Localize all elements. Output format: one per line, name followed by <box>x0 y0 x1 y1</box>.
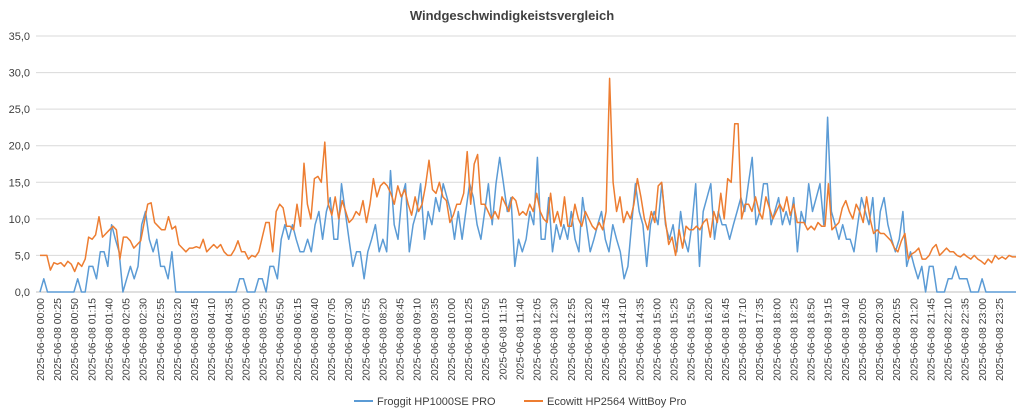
x-tick-label: 2025-06-08 18:50 <box>806 298 818 381</box>
x-tick-label: 2025-06-08 00:25 <box>52 298 64 381</box>
x-tick-label: 2025-06-08 19:40 <box>840 298 852 381</box>
x-tick-label: 2025-06-08 00:50 <box>69 298 81 381</box>
x-tick-label: 2025-06-08 14:35 <box>634 298 646 381</box>
x-tick-label: 2025-06-08 11:40 <box>514 298 526 380</box>
x-tick-label: 2025-06-08 07:05 <box>326 298 338 381</box>
x-tick-label: 2025-06-08 16:20 <box>703 298 715 381</box>
x-tick-label: 2025-06-08 21:45 <box>925 298 937 381</box>
x-tick-label: 2025-06-08 03:45 <box>189 298 201 381</box>
x-tick-label: 2025-06-08 08:20 <box>378 298 390 381</box>
chart-title: Windgeschwindigkeistsvergleich <box>410 8 614 23</box>
gridlines <box>36 35 1016 293</box>
x-tick-label: 2025-06-08 22:10 <box>943 298 955 381</box>
y-tick-label: 35,0 <box>9 31 30 43</box>
y-tick-label: 0,0 <box>15 287 30 299</box>
series-line-ecowitt <box>40 77 1016 273</box>
x-tick-label: 2025-06-08 04:35 <box>223 298 235 381</box>
x-tick-label: 2025-06-08 20:30 <box>874 298 886 381</box>
series-line-froggit <box>39 116 1016 293</box>
x-tick-label: 2025-06-08 15:00 <box>651 298 663 381</box>
x-tick-label: 2025-06-08 20:05 <box>857 298 869 381</box>
x-tick-label: 2025-06-08 14:10 <box>617 298 629 381</box>
legend-label-ecowitt: Ecowitt HP2564 WittBoy Pro <box>547 396 686 408</box>
x-tick-label: 2025-06-08 21:20 <box>908 298 920 381</box>
x-tick-label: 2025-06-08 17:10 <box>737 298 749 381</box>
x-tick-label: 2025-06-08 10:25 <box>463 298 475 381</box>
x-tick-label: 2025-06-08 12:05 <box>532 298 544 381</box>
x-tick-label: 2025-06-08 18:00 <box>771 298 783 381</box>
x-tick-label: 2025-06-08 10:00 <box>446 298 458 381</box>
x-tick-label: 2025-06-08 07:55 <box>360 298 372 381</box>
y-tick-label: 25,0 <box>9 104 30 116</box>
x-tick-label: 2025-06-08 02:30 <box>138 298 150 381</box>
x-tick-label: 2025-06-08 19:15 <box>823 298 835 381</box>
x-tick-label: 2025-06-08 03:20 <box>172 298 184 381</box>
x-tick-label: 2025-06-08 16:45 <box>720 298 732 381</box>
x-tick-label: 2025-06-08 09:10 <box>412 298 424 381</box>
x-tick-label: 2025-06-08 23:25 <box>994 298 1006 381</box>
x-tick-label: 2025-06-08 09:35 <box>429 298 441 381</box>
x-tick-label: 2025-06-08 00:00 <box>35 298 47 381</box>
x-tick-label: 2025-06-08 20:55 <box>891 298 903 381</box>
x-tick-label: 2025-06-08 22:35 <box>960 298 972 381</box>
y-axis: 0,0 5,0 10,0 15,0 20,0 25,0 30,0 35,0 <box>9 31 30 299</box>
x-tick-label: 2025-06-08 07:30 <box>343 298 355 381</box>
x-tick-label: 2025-06-08 05:00 <box>241 298 253 381</box>
y-tick-label: 10,0 <box>9 214 30 226</box>
x-tick-label: 2025-06-08 02:05 <box>121 298 133 381</box>
x-tick-label: 2025-06-08 11:15 <box>497 298 509 380</box>
y-tick-label: 5,0 <box>15 250 30 262</box>
x-tick-label: 2025-06-08 06:15 <box>292 298 304 381</box>
x-tick-label: 2025-06-08 13:45 <box>600 298 612 381</box>
x-tick-label: 2025-06-08 01:15 <box>86 298 98 381</box>
series-lines <box>39 77 1016 293</box>
legend-label-froggit: Froggit HP1000SE PRO <box>377 396 496 408</box>
x-tick-label: 2025-06-08 08:45 <box>395 298 407 381</box>
x-tick-label: 2025-06-08 06:40 <box>309 298 321 381</box>
x-tick-label: 2025-06-08 23:00 <box>977 298 989 381</box>
y-tick-label: 15,0 <box>9 177 30 189</box>
x-tick-label: 2025-06-08 12:30 <box>549 298 561 381</box>
x-tick-label: 2025-06-08 18:25 <box>788 298 800 381</box>
x-tick-label: 2025-06-08 10:50 <box>480 298 492 381</box>
x-tick-label: 2025-06-08 05:25 <box>258 298 270 381</box>
legend: Froggit HP1000SE PRO Ecowitt HP2564 Witt… <box>354 396 686 408</box>
x-tick-label: 2025-06-08 12:55 <box>566 298 578 381</box>
x-axis: 2025-06-08 00:00 2025-06-08 00:25 2025-06-… <box>35 298 1006 381</box>
x-tick-label: 2025-06-08 15:25 <box>669 298 681 381</box>
x-tick-label: 2025-06-08 02:55 <box>155 298 167 381</box>
x-tick-label: 2025-06-08 04:10 <box>206 298 218 381</box>
x-tick-label: 2025-06-08 13:20 <box>583 298 595 381</box>
x-tick-label: 2025-06-08 17:35 <box>754 298 766 381</box>
y-tick-label: 20,0 <box>9 141 30 153</box>
x-tick-label: 2025-06-08 05:50 <box>275 298 287 381</box>
x-tick-label: 2025-06-08 15:50 <box>686 298 698 381</box>
x-tick-label: 2025-06-08 01:40 <box>104 298 116 381</box>
y-tick-label: 30,0 <box>9 68 30 80</box>
